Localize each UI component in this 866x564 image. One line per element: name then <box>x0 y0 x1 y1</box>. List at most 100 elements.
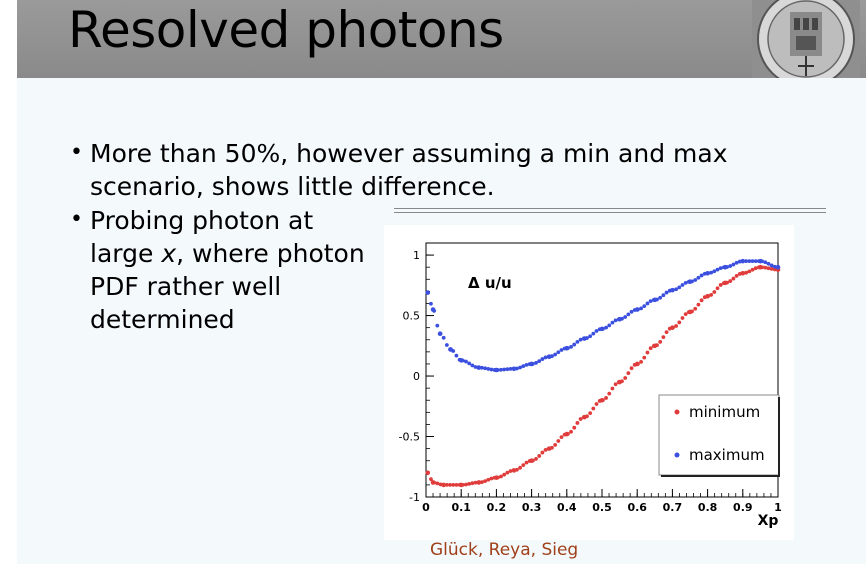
curve-dot-minimum <box>581 415 586 420</box>
curve-dot-minimum <box>702 295 707 300</box>
curve-dot-minimum <box>629 366 634 371</box>
curve-dot-maximum <box>728 264 733 268</box>
divider-line <box>394 212 826 213</box>
curve-dot-maximum <box>693 278 698 282</box>
curve-dot-maximum <box>613 318 618 323</box>
curve-dot-maximum <box>591 331 596 336</box>
curve-dot-minimum <box>537 454 542 458</box>
curve-dot-minimum <box>441 483 446 487</box>
chart-annotation: Δ u/u <box>468 274 512 292</box>
x-tick-label: 0 <box>422 501 430 514</box>
curve-dot-maximum <box>766 261 771 266</box>
curve-dot-maximum <box>671 288 675 293</box>
curve-dot-maximum <box>502 367 507 372</box>
curve-dot-maximum <box>636 307 640 312</box>
curve-dot-maximum <box>524 362 529 367</box>
curve-dot-maximum <box>623 315 628 319</box>
curve-dot-minimum <box>578 417 583 421</box>
curve-dot-minimum <box>706 294 710 299</box>
curve-dot-minimum <box>499 474 503 479</box>
curve-dot-maximum <box>521 364 526 369</box>
curve-dot-maximum <box>575 339 580 344</box>
y-tick-label: -0.5 <box>399 431 420 444</box>
curve-dot-maximum <box>632 308 637 312</box>
curve-dot-maximum <box>680 283 685 287</box>
curve-dot-minimum <box>658 340 663 344</box>
bullet-1-line-2: scenario, shows little difference. <box>90 172 495 201</box>
curve-dot-minimum <box>486 477 491 482</box>
series-maximum <box>425 258 781 373</box>
curve-dot-minimum <box>731 276 736 281</box>
y-tick-label: -1 <box>409 491 420 504</box>
curve-dot-maximum <box>600 326 605 331</box>
curve-dot-maximum <box>511 366 516 371</box>
curve-dot-minimum <box>553 443 558 447</box>
curve-dot-minimum <box>467 481 472 486</box>
curve-dot-minimum <box>626 371 631 376</box>
curve-dot-maximum <box>686 279 691 284</box>
x-tick-label: 0.9 <box>733 501 753 514</box>
curve-dot-maximum <box>432 309 437 313</box>
curve-dot-minimum <box>505 470 510 475</box>
curve-dot-minimum <box>451 483 456 487</box>
curve-dot-maximum <box>438 331 443 336</box>
curve-dot-maximum <box>642 304 647 309</box>
curve-dot-minimum <box>565 432 570 436</box>
curve-dot-minimum <box>425 470 430 475</box>
title-bar <box>17 0 866 78</box>
curve-dot-minimum <box>693 306 698 311</box>
curve-dot-maximum <box>451 349 456 353</box>
x-tick-label: 0.6 <box>627 501 647 514</box>
curve-dot-minimum <box>671 325 675 330</box>
legend: minimum maximum <box>658 394 780 477</box>
curve-dot-maximum <box>620 316 624 321</box>
curve-dot-maximum <box>690 279 694 284</box>
curve-dot-maximum <box>499 367 503 372</box>
curve-dot-minimum <box>607 391 612 396</box>
curve-dot-minimum <box>763 265 768 270</box>
curve-dot-maximum <box>473 365 478 369</box>
curve-dot-minimum <box>728 279 733 283</box>
curve-dot-maximum <box>753 259 758 264</box>
curve-dot-maximum <box>737 259 742 264</box>
curve-dot-minimum <box>479 480 484 485</box>
curve-dot-minimum <box>591 406 596 411</box>
curve-dot-minimum <box>651 344 656 348</box>
curve-dot-minimum <box>429 477 433 482</box>
curve-dot-minimum <box>540 450 545 455</box>
curve-dot-maximum <box>441 335 446 340</box>
curve-dot-minimum <box>753 266 758 271</box>
curve-dot-maximum <box>588 334 593 339</box>
bullet-2-line-1: Probing photon at <box>90 206 314 235</box>
curve-dot-maximum <box>572 342 577 347</box>
curve-dot-maximum <box>578 337 583 342</box>
curve-dot-minimum <box>457 483 462 487</box>
curve-dot-minimum <box>725 280 729 285</box>
curve-dot-maximum <box>651 298 656 302</box>
italic-x: x <box>161 239 177 268</box>
x-axis-label: Xp <box>758 513 779 529</box>
curve-dot-minimum <box>511 468 516 473</box>
legend-minimum-marker <box>674 409 680 415</box>
curve-dot-maximum <box>718 266 723 271</box>
curve-dot-minimum <box>594 402 599 406</box>
curve-dot-maximum <box>483 366 487 371</box>
curve-dot-maximum <box>683 281 688 285</box>
curve-dot-maximum <box>741 259 745 264</box>
curve-dot-maximum <box>702 271 707 276</box>
curve-dot-maximum <box>444 343 449 347</box>
curve-dot-maximum <box>747 259 752 264</box>
curve-dot-maximum <box>454 353 459 358</box>
curve-dot-maximum <box>750 259 755 264</box>
curve-dot-minimum <box>721 281 726 286</box>
curve-dot-maximum <box>763 260 768 265</box>
curve-dot-minimum <box>575 421 580 425</box>
curve-dot-maximum <box>715 267 720 272</box>
curve-dot-minimum <box>712 290 717 294</box>
curve-dot-minimum <box>556 439 561 443</box>
curve-dot-minimum <box>543 447 548 452</box>
curve-dot-minimum <box>734 274 739 278</box>
legend-maximum-marker <box>674 452 680 458</box>
curve-dot-maximum <box>495 368 500 372</box>
curve-dot-minimum <box>667 326 672 331</box>
